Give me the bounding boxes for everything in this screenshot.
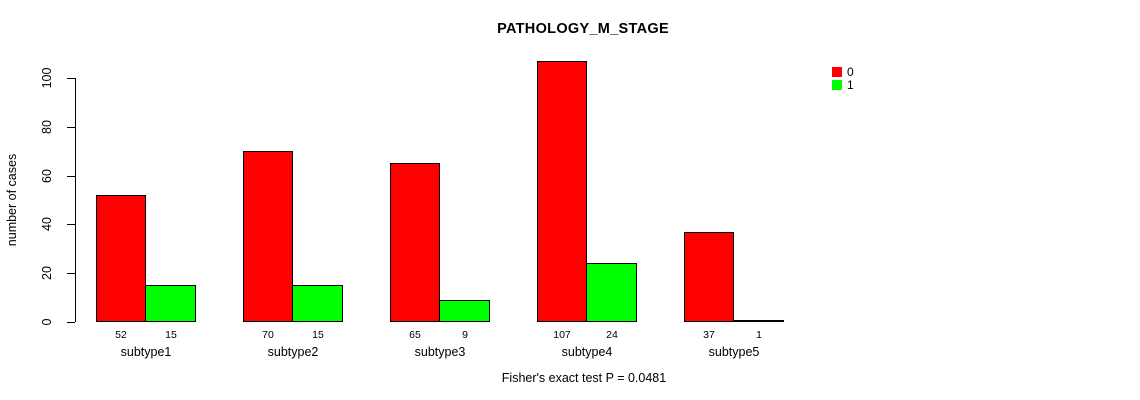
y-axis-tick-label: 100 — [40, 67, 54, 89]
bar-value-label: 9 — [462, 329, 468, 341]
bar-subtype2-series-1 — [292, 285, 343, 322]
y-axis-tick — [67, 127, 75, 128]
bar-subtype4-series-1 — [586, 263, 637, 322]
x-axis-category-label: subtype3 — [414, 345, 466, 359]
x-axis-category-label: subtype5 — [708, 345, 760, 359]
y-axis-tick — [67, 78, 75, 79]
stats-caption: Fisher's exact test P = 0.0481 — [501, 371, 667, 385]
y-axis-line — [75, 78, 76, 322]
y-axis-tick-label: 0 — [40, 318, 54, 326]
y-axis-tick-label: 40 — [40, 217, 54, 231]
bar-subtype2-series-0 — [243, 151, 293, 322]
chart-title: PATHOLOGY_M_STAGE — [497, 21, 669, 37]
bar-subtype4-series-0 — [537, 61, 587, 322]
bar-value-label: 15 — [165, 329, 177, 341]
legend-swatch-icon — [832, 80, 842, 90]
x-axis-category-label: subtype4 — [561, 345, 613, 359]
legend-label: 0 — [847, 65, 854, 79]
bar-value-label: 15 — [312, 329, 324, 341]
y-axis-tick-label: 80 — [40, 120, 54, 134]
x-axis-category-label: subtype2 — [267, 345, 319, 359]
bar-subtype1-series-0 — [96, 195, 146, 322]
bar-subtype5-series-1 — [733, 320, 784, 322]
legend-swatch-icon — [832, 67, 842, 77]
legend-label: 1 — [847, 78, 854, 92]
bar-subtype5-series-0 — [684, 232, 734, 322]
bar-value-label: 37 — [703, 329, 715, 341]
bar-value-label: 65 — [409, 329, 421, 341]
bar-subtype3-series-0 — [390, 163, 440, 322]
y-axis-tick — [67, 322, 75, 323]
bar-value-label: 52 — [115, 329, 127, 341]
x-axis-category-label: subtype1 — [120, 345, 172, 359]
bar-subtype3-series-1 — [439, 300, 490, 322]
legend-item-0: 0 — [832, 65, 854, 79]
y-axis-tick — [67, 224, 75, 225]
bar-subtype1-series-1 — [145, 285, 196, 322]
bar-value-label: 107 — [553, 329, 571, 341]
y-axis-title: number of cases — [5, 153, 19, 247]
bar-value-label: 1 — [756, 329, 762, 341]
y-axis-tick-label: 60 — [40, 169, 54, 183]
bar-value-label: 70 — [262, 329, 274, 341]
bar-value-label: 24 — [606, 329, 618, 341]
y-axis-tick — [67, 273, 75, 274]
y-axis-tick-label: 20 — [40, 266, 54, 280]
y-axis-tick — [67, 176, 75, 177]
legend-item-1: 1 — [832, 78, 854, 92]
